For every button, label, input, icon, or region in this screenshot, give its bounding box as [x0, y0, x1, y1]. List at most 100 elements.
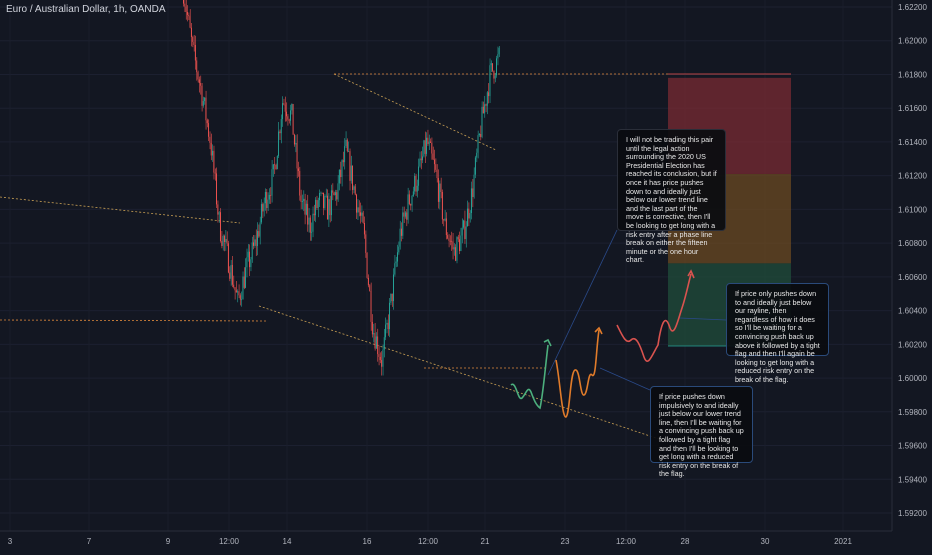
- candle-body: [391, 293, 393, 302]
- candle-body: [259, 222, 261, 237]
- candle-body: [428, 141, 430, 145]
- candle-body: [418, 166, 420, 186]
- candle-body: [429, 141, 431, 143]
- candle-body: [489, 65, 491, 97]
- candle-body: [469, 213, 471, 219]
- candle-body: [279, 131, 281, 134]
- candle-body: [410, 204, 412, 206]
- candle-body: [427, 137, 429, 145]
- candle-body: [242, 276, 244, 300]
- x-tick-label: 3: [8, 537, 13, 546]
- candle-body: [498, 47, 500, 55]
- x-tick-label: 12:00: [616, 537, 637, 546]
- annotation-note-top[interactable]: I will not be trading this pair until th…: [617, 129, 726, 264]
- candle-body: [222, 235, 224, 246]
- candle-body: [363, 223, 365, 235]
- candle-body: [324, 195, 326, 209]
- candle-body: [198, 79, 200, 84]
- candle-body: [276, 156, 278, 170]
- annotation-note-bottom[interactable]: If price pushes down impulsively to and …: [650, 386, 753, 478]
- y-tick-label: 1.59800: [898, 408, 927, 417]
- candle-body: [229, 272, 231, 279]
- scenario-path-green: [510, 344, 549, 410]
- x-tick-label: 23: [561, 537, 570, 546]
- candles: [183, 0, 500, 376]
- candle-body: [311, 231, 313, 233]
- candle-body: [305, 203, 307, 215]
- scenario-path-red: [616, 273, 692, 362]
- candle-body: [247, 251, 249, 258]
- candle-body: [235, 290, 237, 293]
- candle-body: [237, 291, 239, 293]
- candle-body: [304, 198, 306, 215]
- candle-body: [480, 133, 482, 137]
- candle-body: [338, 169, 340, 184]
- y-tick-label: 1.59200: [898, 509, 927, 518]
- candle-body: [482, 106, 484, 114]
- candle-body: [321, 192, 323, 194]
- candle-body: [219, 212, 221, 242]
- candle-body: [272, 164, 274, 170]
- candle-body: [466, 208, 468, 227]
- candle-body: [423, 140, 425, 157]
- candle-body: [341, 160, 343, 178]
- candle-body: [396, 252, 398, 262]
- candle-body: [399, 228, 401, 247]
- candle-body: [408, 194, 410, 205]
- candle-body: [293, 134, 295, 145]
- candle-body: [468, 208, 470, 219]
- candle-body: [367, 277, 369, 286]
- candle-body: [309, 217, 311, 233]
- candle-body: [352, 165, 353, 190]
- candle-body: [472, 188, 474, 197]
- candle-body: [283, 103, 285, 105]
- candle-body: [411, 195, 413, 206]
- candle-body: [342, 160, 344, 163]
- candle-body: [202, 101, 204, 106]
- candle-body: [439, 183, 441, 202]
- candle-body: [209, 136, 211, 143]
- candle-body: [320, 192, 322, 194]
- candle-body: [476, 152, 478, 158]
- candle-body: [484, 104, 486, 114]
- candle-body: [424, 140, 426, 154]
- candle-body: [278, 131, 280, 157]
- candle-body: [295, 142, 297, 145]
- candle-body: [241, 299, 243, 301]
- candle-body: [192, 37, 194, 42]
- candle-body: [402, 212, 404, 236]
- candle-body: [308, 217, 310, 225]
- x-tick-label: 30: [761, 537, 770, 546]
- candle-body: [307, 203, 309, 225]
- candle-body: [445, 218, 447, 236]
- candle-body: [415, 175, 417, 192]
- candle-body: [213, 150, 215, 173]
- candle-body: [452, 241, 454, 250]
- candle-body: [337, 183, 339, 200]
- candle-body: [255, 239, 257, 246]
- annotation-note-right[interactable]: If price only pushes down to and ideally…: [726, 283, 829, 384]
- candle-body: [330, 190, 332, 216]
- candle-body: [389, 302, 390, 330]
- candle-body: [361, 212, 363, 216]
- candle-body: [282, 103, 283, 120]
- candle-body: [274, 164, 276, 166]
- candle-body: [381, 360, 383, 367]
- candle-body: [284, 104, 286, 112]
- candle-body: [414, 175, 416, 192]
- candle-body: [301, 201, 303, 202]
- candle-body: [374, 333, 376, 349]
- candle-body: [394, 263, 396, 275]
- candle-body: [189, 16, 191, 28]
- candle-body: [234, 287, 236, 291]
- candle-body: [217, 204, 219, 215]
- candle-body: [419, 158, 421, 167]
- candle-body: [346, 139, 348, 152]
- candle-body: [490, 63, 492, 66]
- candle-body: [478, 133, 480, 136]
- candle-body: [431, 142, 433, 154]
- candle-body: [249, 251, 250, 268]
- candle-body: [280, 119, 282, 134]
